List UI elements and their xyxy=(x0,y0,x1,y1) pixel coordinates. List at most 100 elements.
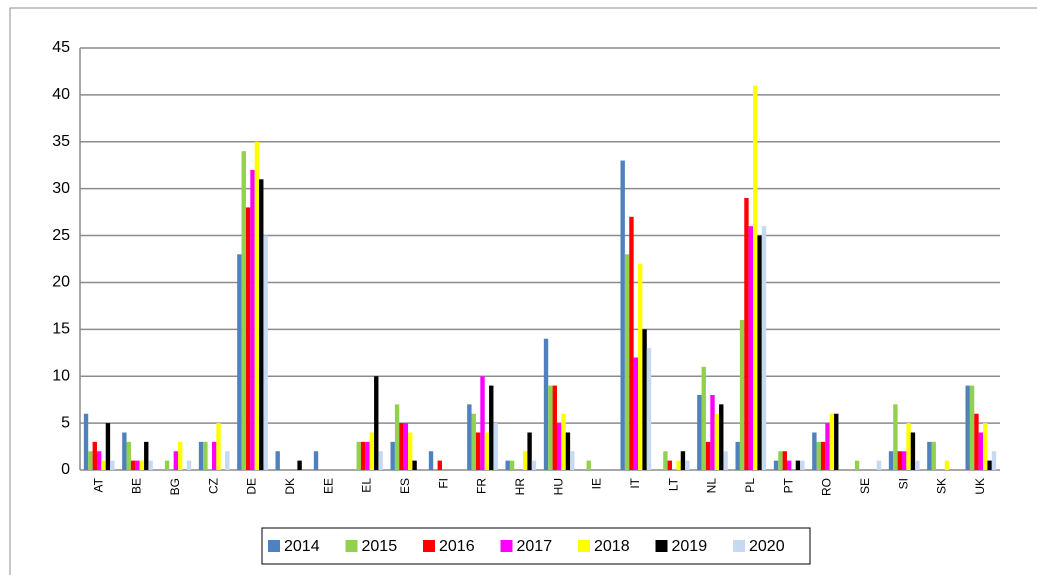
bar xyxy=(203,441,208,470)
bar xyxy=(360,441,366,470)
bar xyxy=(403,423,409,470)
bar xyxy=(394,404,400,470)
bar xyxy=(484,432,490,470)
bar xyxy=(638,263,643,470)
x-tick-label: DE xyxy=(245,478,259,495)
bar xyxy=(782,451,787,470)
x-tick-label: CZ xyxy=(206,478,220,494)
bar xyxy=(531,460,537,470)
bar xyxy=(931,441,936,470)
bar xyxy=(144,441,149,470)
bar xyxy=(565,432,571,470)
bar xyxy=(556,423,562,470)
bar xyxy=(570,451,575,470)
bar xyxy=(701,366,706,470)
x-tick-label: HR xyxy=(513,478,527,496)
bar xyxy=(543,338,549,470)
bar xyxy=(374,376,379,470)
bar xyxy=(735,441,740,470)
bar xyxy=(105,423,111,470)
bar xyxy=(237,254,242,470)
bar xyxy=(110,460,115,470)
x-tick-label: PL xyxy=(743,478,757,493)
y-tick-label: 45 xyxy=(52,39,70,56)
legend-swatch xyxy=(268,540,280,552)
bar xyxy=(437,460,442,470)
bar xyxy=(96,451,102,470)
bar xyxy=(663,451,668,470)
y-tick-label: 35 xyxy=(52,133,70,150)
bar xyxy=(915,460,920,470)
bar xyxy=(250,169,255,470)
bar xyxy=(974,413,979,470)
bar xyxy=(356,441,361,470)
bar xyxy=(910,432,916,470)
legend-label: 2018 xyxy=(594,538,630,555)
bar xyxy=(552,385,557,470)
bar xyxy=(927,441,932,470)
bar xyxy=(493,423,498,470)
x-tick-label: PT xyxy=(781,477,795,493)
x-tick-label: NL xyxy=(705,478,719,494)
bar xyxy=(620,160,625,471)
y-tick-label: 25 xyxy=(52,227,70,244)
bar xyxy=(297,460,302,470)
legend-swatch xyxy=(578,540,590,552)
bar xyxy=(561,413,566,470)
bar xyxy=(523,451,528,470)
bar xyxy=(893,404,898,470)
bar xyxy=(101,460,106,470)
bar xyxy=(753,85,758,470)
bar xyxy=(408,432,413,470)
bar xyxy=(978,432,984,470)
bar xyxy=(642,329,647,470)
bar xyxy=(216,423,221,470)
x-tick-label: HU xyxy=(551,478,565,495)
chart-frame xyxy=(9,7,1037,575)
bar xyxy=(489,385,494,470)
bar xyxy=(241,151,246,470)
legend-label: 2014 xyxy=(284,538,320,555)
bar xyxy=(399,423,404,470)
bar xyxy=(987,460,992,470)
bar xyxy=(92,441,97,470)
bar xyxy=(369,432,375,470)
bar xyxy=(505,460,510,470)
x-tick-label: EL xyxy=(360,478,374,493)
bar xyxy=(773,460,779,470)
bar xyxy=(705,441,711,470)
bar xyxy=(259,179,264,471)
legend-swatch xyxy=(655,540,668,552)
bar xyxy=(467,404,472,470)
x-tick-label: IT xyxy=(628,477,642,488)
bar xyxy=(719,404,724,470)
y-tick-label: 30 xyxy=(52,180,70,197)
bar xyxy=(365,441,370,470)
x-tick-label: EE xyxy=(321,478,335,494)
bar xyxy=(834,413,839,470)
x-tick-label: SI xyxy=(896,478,910,489)
bar xyxy=(629,216,634,470)
bar xyxy=(901,451,907,470)
bar xyxy=(254,141,260,470)
x-tick-label: BE xyxy=(130,478,144,494)
bar xyxy=(130,460,136,470)
bar xyxy=(786,460,792,470)
bar xyxy=(820,441,826,470)
bar xyxy=(148,460,153,470)
bar xyxy=(624,254,630,470)
legend-label: 2019 xyxy=(672,538,708,555)
bar xyxy=(428,451,434,470)
bar xyxy=(710,394,715,470)
bar xyxy=(667,460,672,470)
bar xyxy=(480,376,485,470)
legend-swatch xyxy=(345,540,358,552)
bar xyxy=(126,441,131,470)
bar xyxy=(122,432,127,470)
bar xyxy=(139,460,145,470)
bar xyxy=(263,235,268,470)
x-tick-label: LT xyxy=(666,477,680,491)
bar xyxy=(378,451,383,470)
bar xyxy=(313,451,319,470)
bar xyxy=(173,451,179,470)
